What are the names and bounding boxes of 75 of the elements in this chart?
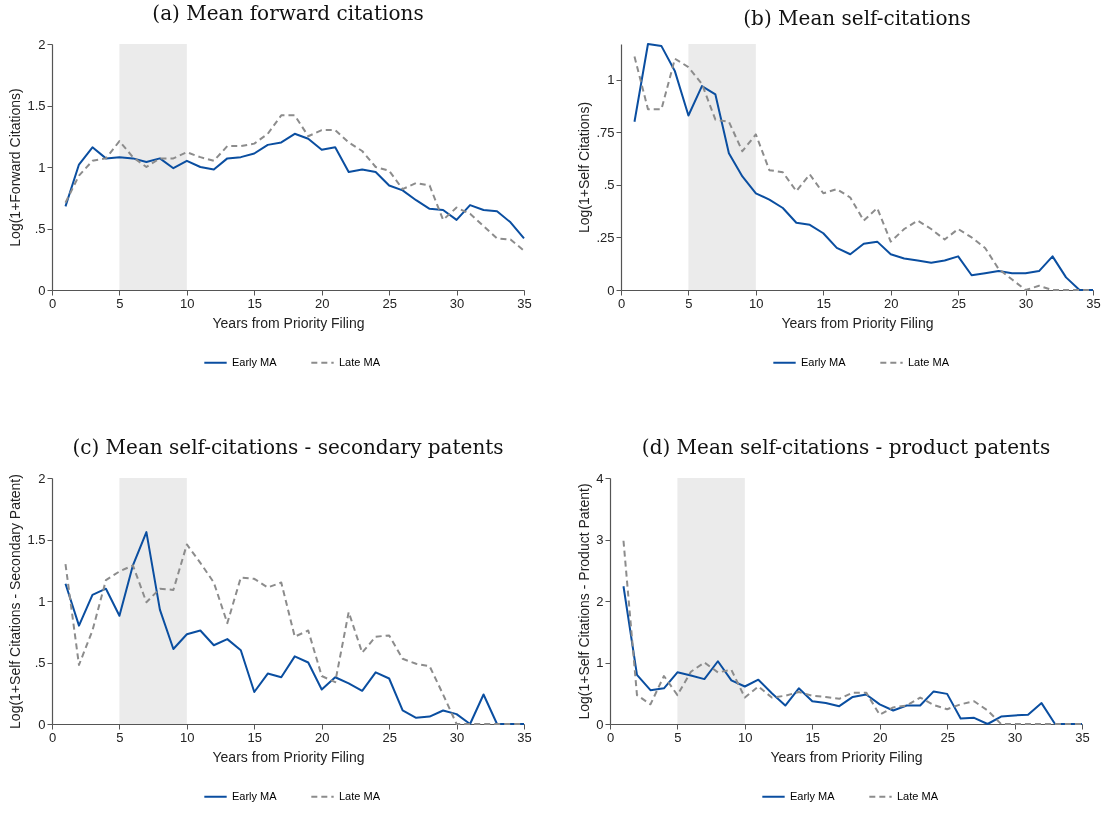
x-tick-label: 5 xyxy=(685,295,693,311)
y-tick-label: 1 xyxy=(596,655,604,670)
legend-label: Late MA xyxy=(339,355,381,368)
y-tick-label: .75 xyxy=(596,124,615,140)
line-series xyxy=(622,585,1083,725)
line-series xyxy=(64,114,525,252)
y-tick-label: 0 xyxy=(38,716,46,732)
y-tick-label: 0 xyxy=(38,282,46,298)
line-series xyxy=(64,132,525,240)
x-tick-label: 30 xyxy=(449,295,465,311)
x-tick-label: 35 xyxy=(1086,295,1101,311)
y-tick-label: .5 xyxy=(34,655,46,670)
x-tick-label: 15 xyxy=(816,295,832,311)
legend-label: Early MA xyxy=(232,789,278,802)
y-tick-label: 3 xyxy=(596,532,604,547)
chart-title: (b) Mean self-citations xyxy=(743,6,971,30)
y-axis-title: Log(1+Self Citations - Secondary Patent) xyxy=(7,474,24,729)
y-tick-label: .25 xyxy=(596,229,615,245)
x-tick-label: 15 xyxy=(247,295,263,311)
x-tick-label: 25 xyxy=(382,295,397,311)
x-tick-label: 10 xyxy=(180,729,195,745)
legend-label: Late MA xyxy=(908,355,950,368)
y-axis-title: Log(1+Self Citations - Product Patent) xyxy=(576,483,593,720)
y-tick-label: 2 xyxy=(38,36,46,52)
x-tick-label: 5 xyxy=(116,729,124,745)
x-tick-label: 30 xyxy=(1007,729,1023,745)
y-axis-title: Log(1+Forward Citations) xyxy=(7,88,24,247)
legend-label: Early MA xyxy=(801,355,847,368)
x-tick-label: 10 xyxy=(749,295,764,311)
y-tick-label: 1 xyxy=(38,593,46,609)
x-tick-label: 5 xyxy=(674,729,682,745)
chart-title: (a) Mean forward citations xyxy=(152,1,424,25)
x-tick-label: 20 xyxy=(883,295,899,311)
y-tick-label: 0 xyxy=(607,282,615,298)
x-tick-label: 20 xyxy=(314,729,330,745)
x-tick-label: 25 xyxy=(382,729,397,745)
chart-title: (c) Mean self-citations - secondary patents xyxy=(72,435,504,459)
x-tick-label: 20 xyxy=(314,295,330,311)
x-tick-label: 10 xyxy=(180,295,195,311)
x-tick-label: 10 xyxy=(738,729,753,745)
x-tick-label: 15 xyxy=(247,729,263,745)
y-tick-label: 1 xyxy=(607,72,615,88)
y-tick-label: 0 xyxy=(596,716,604,732)
chart-title: (d) Mean self-citations - product patents xyxy=(641,435,1051,459)
x-axis-title: Years from Priority Filing xyxy=(212,748,365,765)
y-tick-label: 1.5 xyxy=(27,98,46,113)
x-axis-title: Years from Priority Filing xyxy=(770,748,923,765)
legend-label: Late MA xyxy=(897,789,939,802)
x-tick-label: 20 xyxy=(872,729,888,745)
y-tick-label: 4 xyxy=(596,470,604,486)
y-tick-label: .5 xyxy=(34,221,46,236)
y-axis-title: Log(1+Self Citations) xyxy=(576,101,593,234)
x-tick-label: 35 xyxy=(517,295,532,311)
legend-label: Early MA xyxy=(790,789,836,802)
x-tick-label: 25 xyxy=(951,295,966,311)
x-axis-title: Years from Priority Filing xyxy=(781,314,934,331)
x-tick-label: 15 xyxy=(805,729,821,745)
line-series xyxy=(622,539,1083,725)
y-tick-label: .5 xyxy=(603,177,615,193)
x-tick-label: 30 xyxy=(449,729,465,745)
y-tick-label: 1 xyxy=(38,159,46,175)
x-tick-label: 35 xyxy=(517,729,532,745)
x-axis-title: Years from Priority Filing xyxy=(212,314,365,331)
x-tick-label: 5 xyxy=(116,295,124,311)
legend-label: Early MA xyxy=(232,355,278,368)
x-tick-label: 35 xyxy=(1075,729,1090,745)
y-tick-label: 1.5 xyxy=(27,532,46,547)
legend-label: Late MA xyxy=(339,789,381,802)
y-tick-label: 2 xyxy=(38,470,46,486)
x-tick-label: 0 xyxy=(617,295,626,311)
x-tick-label: 0 xyxy=(48,295,57,311)
x-tick-label: 25 xyxy=(940,729,955,745)
y-tick-label: 2 xyxy=(596,593,604,609)
x-tick-label: 30 xyxy=(1018,295,1034,311)
x-tick-label: 0 xyxy=(48,729,57,745)
